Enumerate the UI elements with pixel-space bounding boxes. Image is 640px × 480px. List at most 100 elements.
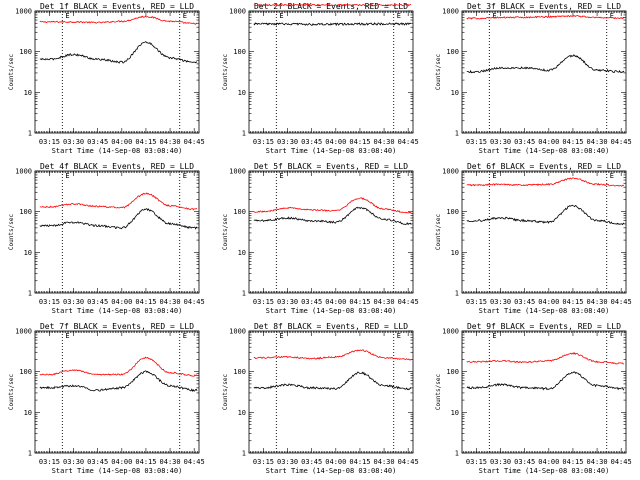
x-tick-label: 04:30 <box>587 138 608 146</box>
x-tick-label: 04:45 <box>184 298 205 306</box>
x-tick-label: 04:45 <box>611 298 632 306</box>
plot-frame <box>461 330 627 454</box>
y-tick-label: 1000 <box>229 328 246 336</box>
x-tick-label: 04:30 <box>587 458 608 466</box>
series-line-lld <box>253 3 412 7</box>
y-axis-label: Counts/sec <box>435 374 442 411</box>
series-line-events <box>39 208 198 230</box>
y-tick-label: 1 <box>242 130 246 138</box>
x-tick-label: 03:45 <box>87 458 108 466</box>
x-tick-label: 03:15 <box>466 458 487 466</box>
y-tick-label: 10 <box>238 89 246 97</box>
x-axis-label: Start Time (14-Sep-08 03:08:40) <box>52 147 183 155</box>
event-marker-label: E <box>279 172 283 180</box>
panel-title: Det 9f BLACK = Events, RED = LLD <box>467 322 621 331</box>
panel-7: Det 7f BLACK = Events, RED = LLD 1 10 100 10… <box>8 322 205 475</box>
x-axis-label: Start Time (14-Sep-08 03:08:40) <box>52 307 183 315</box>
x-tick-label: 03:15 <box>39 298 60 306</box>
x-tick-label: 04:00 <box>325 458 346 466</box>
x-tick-label: 04:15 <box>135 298 156 306</box>
plot-frame <box>248 330 414 454</box>
series-line-lld <box>253 349 412 361</box>
x-tick-label: 03:30 <box>490 458 511 466</box>
y-tick-label: 100 <box>446 48 459 56</box>
x-tick-label: 04:45 <box>398 298 419 306</box>
x-tick-label: 03:15 <box>253 138 274 146</box>
y-tick-label: 1 <box>28 450 32 458</box>
series-line-events <box>253 22 412 27</box>
x-axis-label: Start Time (14-Sep-08 03:08:40) <box>266 147 397 155</box>
x-tick-label: 03:30 <box>63 298 84 306</box>
series-line-lld <box>466 352 625 365</box>
x-tick-label: 03:45 <box>87 298 108 306</box>
series-line-events <box>253 371 412 391</box>
x-tick-label: 03:45 <box>301 298 322 306</box>
x-tick-label: 04:15 <box>349 138 370 146</box>
series-line-lld <box>466 177 625 187</box>
event-marker-label: E <box>65 172 69 180</box>
panel-5: Det 5f BLACK = Events, RED = LLD 1 10 100 10… <box>222 162 419 315</box>
event-marker-label: E <box>492 172 496 180</box>
event-marker-label: E <box>183 332 187 340</box>
series-line-events <box>466 54 625 74</box>
y-tick-label: 100 <box>233 368 246 376</box>
event-marker-label: E <box>397 172 401 180</box>
x-tick-label: 04:45 <box>611 458 632 466</box>
x-tick-label: 04:15 <box>562 458 583 466</box>
series-line-events <box>39 41 198 64</box>
x-tick-label: 04:15 <box>562 298 583 306</box>
x-tick-label: 04:30 <box>160 138 181 146</box>
series-line-lld <box>39 192 198 211</box>
x-tick-label: 03:45 <box>87 138 108 146</box>
plot-frame <box>248 170 414 294</box>
plot-frame <box>248 10 414 134</box>
y-tick-label: 10 <box>451 249 459 257</box>
panel-9: Det 9f BLACK = Events, RED = LLD 1 10 100 10… <box>435 322 632 475</box>
y-tick-label: 1000 <box>15 8 32 16</box>
panel-1: Det 1f BLACK = Events, RED = LLD 1 10 100 10… <box>8 2 205 155</box>
x-tick-label: 03:30 <box>277 138 298 146</box>
y-tick-label: 1 <box>455 450 459 458</box>
y-tick-label: 100 <box>233 208 246 216</box>
y-tick-label: 100 <box>446 208 459 216</box>
event-marker-label: E <box>610 332 614 340</box>
x-tick-label: 03:15 <box>253 298 274 306</box>
y-tick-label: 100 <box>19 208 32 216</box>
y-tick-label: 1 <box>242 450 246 458</box>
event-marker-label: E <box>183 12 187 20</box>
x-tick-label: 03:45 <box>514 458 535 466</box>
x-tick-label: 03:45 <box>301 458 322 466</box>
panel-8: Det 8f BLACK = Events, RED = LLD 1 10 100 10… <box>222 322 419 475</box>
x-tick-label: 04:00 <box>325 138 346 146</box>
panel-title: Det 6f BLACK = Events, RED = LLD <box>467 162 621 171</box>
y-tick-label: 1000 <box>229 8 246 16</box>
x-tick-label: 04:00 <box>538 138 559 146</box>
series-line-events <box>39 370 198 393</box>
event-marker-label: E <box>65 12 69 20</box>
x-tick-label: 04:15 <box>349 298 370 306</box>
y-tick-label: 1000 <box>442 328 459 336</box>
x-tick-label: 04:45 <box>611 138 632 146</box>
y-axis-label: Counts/sec <box>435 54 442 91</box>
x-axis-label: Start Time (14-Sep-08 03:08:40) <box>52 467 183 475</box>
y-tick-label: 100 <box>446 368 459 376</box>
event-marker-label: E <box>610 172 614 180</box>
y-tick-label: 1 <box>28 130 32 138</box>
y-tick-label: 100 <box>19 48 32 56</box>
event-marker-label: E <box>279 12 283 20</box>
panel-6: Det 6f BLACK = Events, RED = LLD 1 10 100 10… <box>435 162 632 315</box>
plot-frame <box>34 170 200 294</box>
y-tick-label: 1 <box>242 290 246 298</box>
x-tick-label: 04:30 <box>160 458 181 466</box>
x-tick-label: 04:45 <box>398 138 419 146</box>
panel-title: Det 5f BLACK = Events, RED = LLD <box>254 162 408 171</box>
y-tick-label: 10 <box>238 249 246 257</box>
event-marker-label: E <box>183 172 187 180</box>
x-tick-label: 03:30 <box>490 298 511 306</box>
y-tick-label: 100 <box>19 368 32 376</box>
y-tick-label: 1 <box>455 290 459 298</box>
y-tick-label: 10 <box>24 89 32 97</box>
y-tick-label: 1 <box>455 130 459 138</box>
x-axis-label: Start Time (14-Sep-08 03:08:40) <box>479 307 610 315</box>
